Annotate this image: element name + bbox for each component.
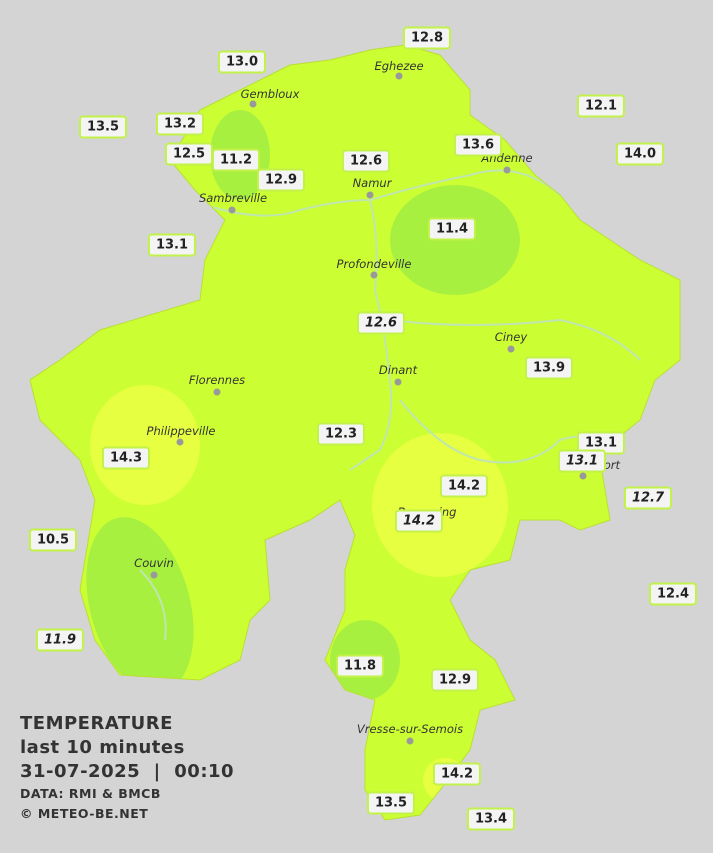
legend-datetime: 31-07-2025 | 00:10	[20, 761, 235, 782]
station-value: 12.9	[256, 168, 306, 192]
station-value: 14.2	[439, 474, 489, 498]
legend-title: TEMPERATURE	[20, 713, 173, 734]
station-value: 13.1	[147, 233, 197, 257]
station-value: 13.1	[557, 449, 607, 473]
town-label: Profondeville	[336, 257, 412, 271]
town-dot	[213, 388, 221, 396]
town-label: Dinant	[378, 363, 418, 377]
station-value: 12.9	[430, 668, 480, 692]
town-label: Sambreville	[198, 191, 268, 205]
station-value: 13.4	[466, 807, 516, 831]
town-label: Gembloux	[240, 87, 300, 101]
station-value: 12.6	[341, 149, 391, 173]
station-value: 14.2	[432, 762, 482, 786]
station-value: 10.5	[28, 528, 78, 552]
station-value: 13.5	[78, 115, 128, 139]
town-label: Namur	[352, 176, 392, 190]
station-value: 13.2	[155, 112, 205, 136]
town-dot	[228, 206, 236, 214]
town-dot	[406, 737, 414, 745]
legend-source: DATA: RMI & BMCB	[20, 786, 161, 801]
town-dot	[503, 166, 511, 174]
town-dot	[249, 100, 257, 108]
town-dot	[150, 571, 158, 579]
town-dot	[366, 191, 374, 199]
town-dot	[395, 72, 403, 80]
legend-subtitle: last 10 minutes	[20, 737, 185, 758]
station-value: 13.0	[217, 50, 267, 74]
station-value: 12.8	[402, 26, 452, 50]
station-value: 14.2	[394, 509, 444, 533]
town-label: Philippeville	[146, 424, 216, 438]
town-label: Couvin	[134, 556, 174, 570]
town-dot	[394, 378, 402, 386]
station-value: 12.5	[164, 142, 214, 166]
station-value: 12.4	[648, 582, 698, 606]
station-value: 11.4	[427, 217, 477, 241]
station-value: 12.3	[316, 422, 366, 446]
legend-credit: © METEO-BE.NET	[20, 806, 149, 821]
station-value: 11.2	[211, 148, 261, 172]
town-dot	[579, 472, 587, 480]
station-value: 11.9	[35, 628, 85, 652]
station-value: 13.6	[453, 133, 503, 157]
town-dot	[507, 345, 515, 353]
station-value: 11.8	[335, 654, 385, 678]
station-value: 12.1	[576, 94, 626, 118]
station-value: 14.3	[101, 446, 151, 470]
town-label: Ciney	[494, 330, 528, 344]
station-value: 12.6	[356, 311, 406, 335]
station-value: 12.7	[623, 486, 673, 510]
station-value: 13.9	[524, 356, 574, 380]
legend: TEMPERATURE last 10 minutes 31-07-2025 |…	[20, 712, 234, 824]
town-label: Vresse-sur-Semois	[356, 722, 464, 736]
town-dot	[176, 438, 184, 446]
town-label: Florennes	[188, 373, 246, 387]
town-label: Eghezee	[374, 59, 424, 73]
town-dot	[370, 271, 378, 279]
station-value: 13.5	[366, 791, 416, 815]
station-value: 14.0	[615, 142, 665, 166]
